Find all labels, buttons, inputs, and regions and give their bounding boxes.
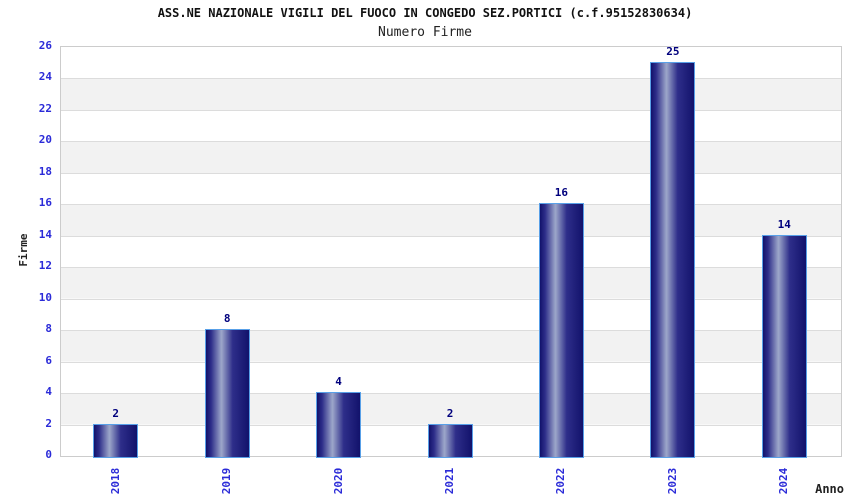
y-axis-tick-label: 26 — [38, 39, 52, 52]
y-axis-tick-label: 8 — [45, 322, 52, 336]
bar-value-label: 4 — [335, 375, 342, 389]
gridline — [61, 78, 841, 80]
bar[interactable] — [93, 423, 139, 458]
x-axis-tick-label: 2023 — [665, 467, 679, 495]
y-axis-tick-label: 0 — [45, 448, 52, 461]
x-axis-tick-label: 2019 — [220, 467, 234, 495]
bar-value-label: 2 — [112, 406, 120, 420]
gridline — [61, 109, 841, 111]
x-axis-tick-label: 2024 — [777, 467, 791, 495]
y-axis-tick-label: 24 — [38, 70, 52, 84]
y-axis-tick-label: 4 — [45, 385, 52, 399]
bar[interactable] — [427, 423, 473, 458]
y-axis-tick-label: 18 — [38, 164, 52, 178]
y-axis-tick-label: 20 — [38, 133, 52, 147]
bar[interactable] — [538, 203, 584, 458]
bar-value-label: 8 — [223, 312, 231, 326]
chart-title: ASS.NE NAZIONALE VIGILI DEL FUOCO IN CON… — [157, 6, 693, 20]
bar-value-label: 14 — [777, 217, 791, 231]
gridline — [61, 267, 841, 269]
gridline — [61, 330, 841, 332]
plot-area — [60, 46, 842, 457]
y-axis-tick-label: 2 — [45, 416, 52, 430]
bar-value-label: 25 — [666, 44, 680, 58]
gridline — [61, 393, 841, 395]
y-axis-tick-label: 16 — [38, 196, 52, 210]
gridline — [61, 235, 841, 237]
bar-value-label: 2 — [446, 406, 454, 420]
gridline — [61, 172, 841, 174]
y-axis-tick-label: 22 — [38, 101, 52, 115]
gridline — [61, 141, 841, 143]
gridline — [61, 298, 841, 300]
bar[interactable] — [761, 234, 807, 458]
gridline — [61, 204, 841, 206]
bar-value-label: 16 — [554, 186, 569, 200]
y-axis-tick-label: 6 — [45, 353, 52, 367]
x-axis-title: Anno — [815, 482, 844, 496]
y-axis-tick-label: 12 — [38, 259, 52, 273]
y-axis-tick-label: 14 — [38, 227, 52, 241]
bar[interactable] — [316, 392, 362, 458]
chart-subtitle: Numero Firme — [378, 25, 472, 40]
x-axis-tick-label: 2022 — [554, 467, 568, 495]
x-axis-tick-label: 2021 — [443, 467, 456, 495]
x-axis-tick-label: 2020 — [331, 467, 345, 495]
gridline — [61, 361, 841, 363]
bar[interactable] — [650, 61, 696, 458]
x-axis-tick-label: 2018 — [108, 467, 122, 495]
bar[interactable] — [204, 329, 250, 458]
y-axis-tick-label: 10 — [38, 290, 52, 304]
